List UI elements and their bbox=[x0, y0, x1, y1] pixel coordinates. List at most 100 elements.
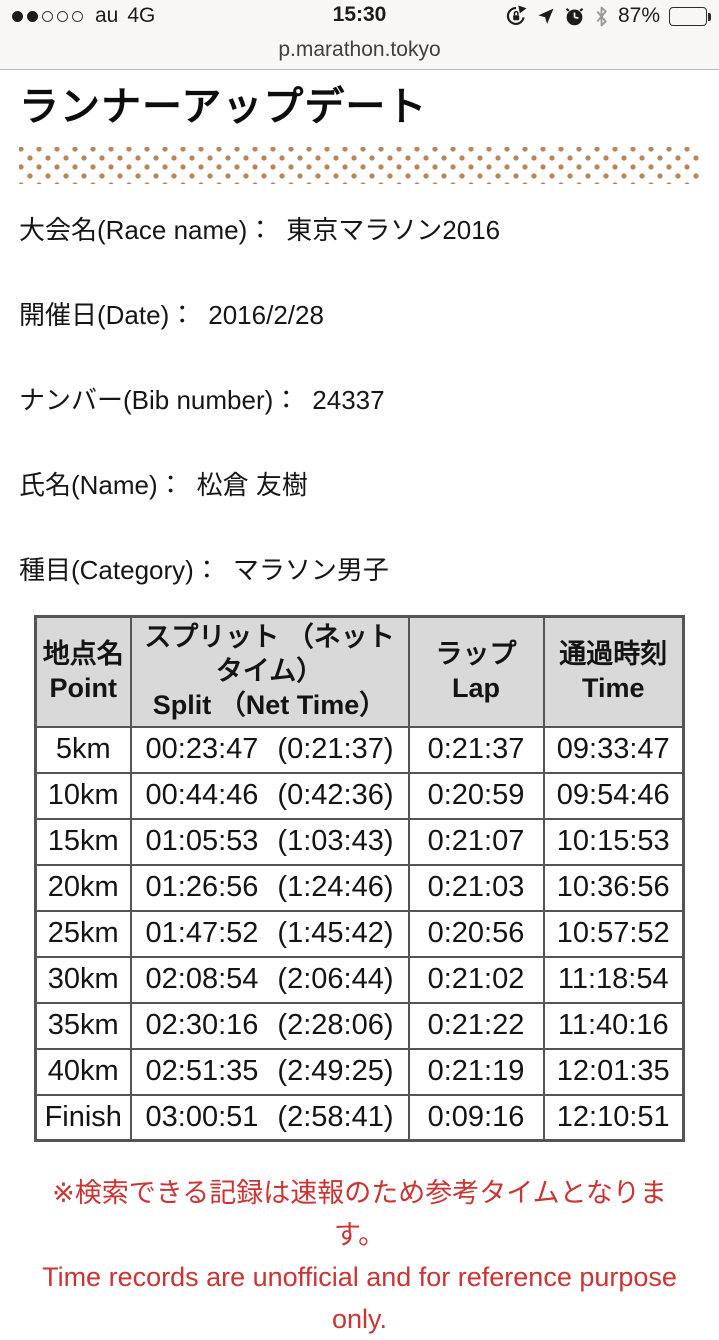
cell-split: 03:00:51 (2:58:41) bbox=[129, 1093, 410, 1142]
battery-nub bbox=[707, 12, 711, 21]
network-label: 4G bbox=[127, 4, 156, 27]
split-time: 01:47:52 bbox=[145, 917, 259, 949]
split-time: 02:51:35 bbox=[145, 1055, 259, 1087]
race-info-row: 大会名(Race name)： 東京マラソン2016 bbox=[19, 217, 700, 243]
cell-time: 12:10:51 bbox=[542, 1093, 685, 1142]
orientation-lock-icon bbox=[505, 5, 527, 27]
info-label: 開催日(Date)： bbox=[19, 300, 196, 330]
column-header-split-jp: スプリット （ネットタイム） bbox=[144, 622, 395, 686]
column-header-time: 通過時刻 Time bbox=[542, 615, 685, 728]
cell-split: 01:26:56 (1:24:46) bbox=[129, 863, 410, 912]
status-bar-left: au 4G bbox=[12, 4, 155, 28]
table-row: Finish 03:00:51 (2:58:41) 0:09:16 12:10:… bbox=[34, 1093, 685, 1142]
split-time: 00:23:47 bbox=[145, 733, 259, 765]
cell-lap: 0:21:07 bbox=[407, 817, 545, 866]
net-time: (1:24:46) bbox=[277, 871, 394, 903]
table-header-row: 地点名 Point スプリット （ネットタイム） Split （Net Time… bbox=[34, 615, 685, 728]
cell-split: 01:05:53 (1:03:43) bbox=[129, 817, 410, 866]
split-time: 03:00:51 bbox=[145, 1100, 259, 1133]
cell-split: 02:08:54 (2:06:44) bbox=[129, 955, 410, 1004]
info-label: ナンバー(Bib number)： bbox=[19, 385, 300, 415]
status-bar: au 4G 15:30 bbox=[0, 0, 719, 30]
info-value: 東京マラソン2016 bbox=[286, 215, 501, 245]
cell-time: 11:40:16 bbox=[542, 1001, 685, 1050]
split-time: 01:26:56 bbox=[145, 871, 259, 903]
info-label: 氏名(Name)： bbox=[19, 470, 184, 500]
column-header-split: スプリット （ネットタイム） Split （Net Time） bbox=[129, 615, 410, 728]
split-times-table: 地点名 Point スプリット （ネットタイム） Split （Net Time… bbox=[34, 615, 685, 1142]
column-header-lap-en: Lap bbox=[451, 672, 500, 703]
cell-time: 09:54:46 bbox=[542, 771, 685, 820]
net-time: (1:45:42) bbox=[277, 917, 394, 949]
results-tbody: 5km 00:23:47 (0:21:37) 0:21:37 09:33:47 … bbox=[34, 725, 685, 1142]
race-info-row: ナンバー(Bib number)： 24337 bbox=[19, 387, 700, 413]
column-header-lap: ラップ Lap bbox=[407, 615, 545, 728]
column-header-split-en: Split （Net Time） bbox=[152, 689, 387, 720]
cell-time: 12:01:35 bbox=[542, 1047, 685, 1096]
location-icon bbox=[536, 7, 555, 26]
cell-point: 30km bbox=[34, 955, 132, 1004]
clock-label: 15:30 bbox=[332, 3, 387, 26]
cell-point: 40km bbox=[34, 1047, 132, 1096]
cell-split: 01:47:52 (1:45:42) bbox=[129, 909, 410, 958]
address-bar[interactable]: p.marathon.tokyo bbox=[0, 30, 719, 70]
table-row: 35km 02:30:16 (2:28:06) 0:21:22 11:40:16 bbox=[34, 1001, 685, 1050]
footer-note-en: Time records are unofficial and for refe… bbox=[42, 1262, 677, 1334]
footer-note: ※検索できる記録は速報のため参考タイムとなります。 Time records a… bbox=[19, 1172, 700, 1340]
status-bar-right: 87% bbox=[505, 4, 711, 28]
column-header-point-en: Point bbox=[49, 672, 118, 703]
cell-split: 00:44:46 (0:42:36) bbox=[129, 771, 410, 820]
info-value: マラソン男子 bbox=[232, 555, 389, 585]
race-info-row: 種目(Category)： マラソン男子 bbox=[19, 557, 700, 583]
net-time: (0:42:36) bbox=[277, 779, 394, 811]
signal-dot bbox=[72, 10, 83, 22]
cell-lap: 0:21:03 bbox=[407, 863, 545, 912]
info-label: 種目(Category)： bbox=[19, 555, 220, 585]
url-label[interactable]: p.marathon.tokyo bbox=[278, 37, 441, 61]
split-time: 02:08:54 bbox=[145, 963, 259, 995]
signal-dot bbox=[27, 10, 38, 22]
table-row: 10km 00:44:46 (0:42:36) 0:20:59 09:54:46 bbox=[34, 771, 685, 820]
cell-time: 11:18:54 bbox=[542, 955, 685, 1004]
decorative-dot-band bbox=[19, 147, 700, 184]
cell-point: Finish bbox=[34, 1093, 132, 1142]
race-info: 大会名(Race name)： 東京マラソン2016 開催日(Date)： 2016… bbox=[19, 217, 700, 583]
net-time: (1:03:43) bbox=[277, 825, 394, 857]
cell-time: 10:57:52 bbox=[542, 909, 685, 958]
signal-strength-icon bbox=[12, 10, 83, 22]
column-header-point-jp: 地点名 bbox=[42, 639, 124, 669]
battery-percent-label: 87% bbox=[617, 4, 660, 27]
split-time: 02:30:16 bbox=[145, 1009, 259, 1041]
cell-split: 02:30:16 (2:28:06) bbox=[129, 1001, 410, 1050]
column-header-lap-jp: ラップ bbox=[435, 639, 517, 669]
cell-time: 10:36:56 bbox=[542, 863, 685, 912]
net-time: (2:49:25) bbox=[277, 1055, 394, 1087]
net-time: (2:06:44) bbox=[277, 963, 394, 995]
table-row: 15km 01:05:53 (1:03:43) 0:21:07 10:15:53 bbox=[34, 817, 685, 866]
info-value: 松倉 友樹 bbox=[196, 470, 308, 500]
table-row: 20km 01:26:56 (1:24:46) 0:21:03 10:36:56 bbox=[34, 863, 685, 912]
battery-icon bbox=[669, 6, 711, 26]
cell-point: 5km bbox=[34, 725, 132, 774]
split-time: 00:44:46 bbox=[145, 779, 259, 811]
carrier-label: au bbox=[95, 4, 119, 27]
page-content: ランナーアップデート 大会名(Race name)： 東京マラソン2016 開催日… bbox=[0, 83, 719, 1340]
signal-dot bbox=[57, 10, 68, 22]
cell-time: 09:33:47 bbox=[542, 725, 685, 774]
cell-lap: 0:20:59 bbox=[407, 771, 545, 820]
table-row: 25km 01:47:52 (1:45:42) 0:20:56 10:57:52 bbox=[34, 909, 685, 958]
alarm-icon bbox=[564, 6, 585, 27]
table-row: 5km 00:23:47 (0:21:37) 0:21:37 09:33:47 bbox=[34, 725, 685, 774]
signal-dot bbox=[12, 10, 23, 22]
signal-dot bbox=[42, 10, 53, 22]
cell-time: 10:15:53 bbox=[542, 817, 685, 866]
cell-point: 35km bbox=[34, 1001, 132, 1050]
cell-lap: 0:21:37 bbox=[407, 725, 545, 774]
column-header-time-en: Time bbox=[581, 672, 645, 703]
cell-lap: 0:21:22 bbox=[407, 1001, 545, 1050]
cell-lap: 0:21:19 bbox=[407, 1047, 545, 1096]
cell-point: 20km bbox=[34, 863, 132, 912]
split-time: 01:05:53 bbox=[145, 825, 259, 857]
cell-point: 25km bbox=[34, 909, 132, 958]
cell-split: 02:51:35 (2:49:25) bbox=[129, 1047, 410, 1096]
